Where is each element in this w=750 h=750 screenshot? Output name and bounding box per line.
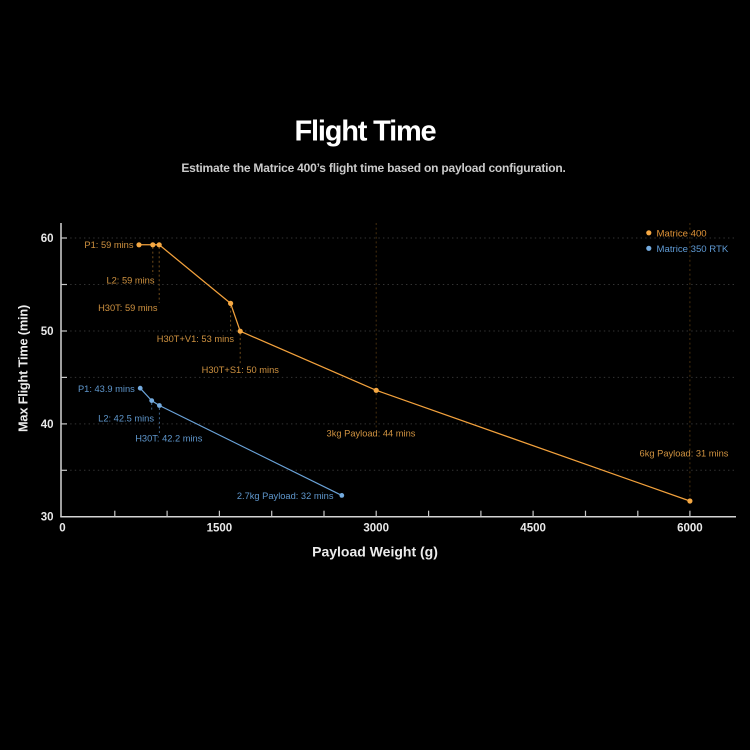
svg-text:L2: 42.5 mins: L2: 42.5 mins	[98, 414, 154, 424]
svg-text:P1: 59 mins: P1: 59 mins	[84, 240, 133, 250]
svg-text:Flight Time: Flight Time	[295, 116, 437, 148]
svg-text:H30T+S1: 50 mins: H30T+S1: 50 mins	[202, 365, 280, 375]
svg-text:H30T: 59 mins: H30T: 59 mins	[98, 303, 158, 313]
svg-text:6kg Payload: 31 mins: 6kg Payload: 31 mins	[640, 448, 729, 458]
svg-text:L2: 59 mins: L2: 59 mins	[106, 275, 154, 285]
svg-text:1500: 1500	[207, 523, 233, 535]
svg-text:2.7kg Payload: 32 mins: 2.7kg Payload: 32 mins	[237, 491, 334, 501]
svg-text:40: 40	[41, 419, 54, 431]
svg-text:Matrice 400: Matrice 400	[657, 228, 707, 239]
svg-text:60: 60	[41, 233, 54, 245]
svg-text:P1: 43.9 mins: P1: 43.9 mins	[78, 384, 135, 394]
svg-text:50: 50	[41, 326, 54, 338]
svg-text:Matrice 350 RTK: Matrice 350 RTK	[657, 244, 729, 255]
svg-text:H30T: 42.2 mins: H30T: 42.2 mins	[135, 434, 203, 444]
svg-text:4500: 4500	[520, 523, 546, 535]
svg-text:30: 30	[41, 512, 54, 524]
svg-text:0: 0	[59, 523, 65, 535]
svg-text:6000: 6000	[677, 523, 703, 535]
svg-text:Payload Weight (g): Payload Weight (g)	[312, 544, 438, 560]
svg-text:3kg Payload: 44 mins: 3kg Payload: 44 mins	[327, 429, 416, 439]
svg-text:H30T+V1: 53 mins: H30T+V1: 53 mins	[157, 334, 235, 344]
svg-text:3000: 3000	[363, 523, 389, 535]
svg-text:Estimate the Matrice 400’s fli: Estimate the Matrice 400’s flight time b…	[181, 161, 565, 175]
svg-text:Max Flight Time (min): Max Flight Time (min)	[16, 305, 31, 432]
